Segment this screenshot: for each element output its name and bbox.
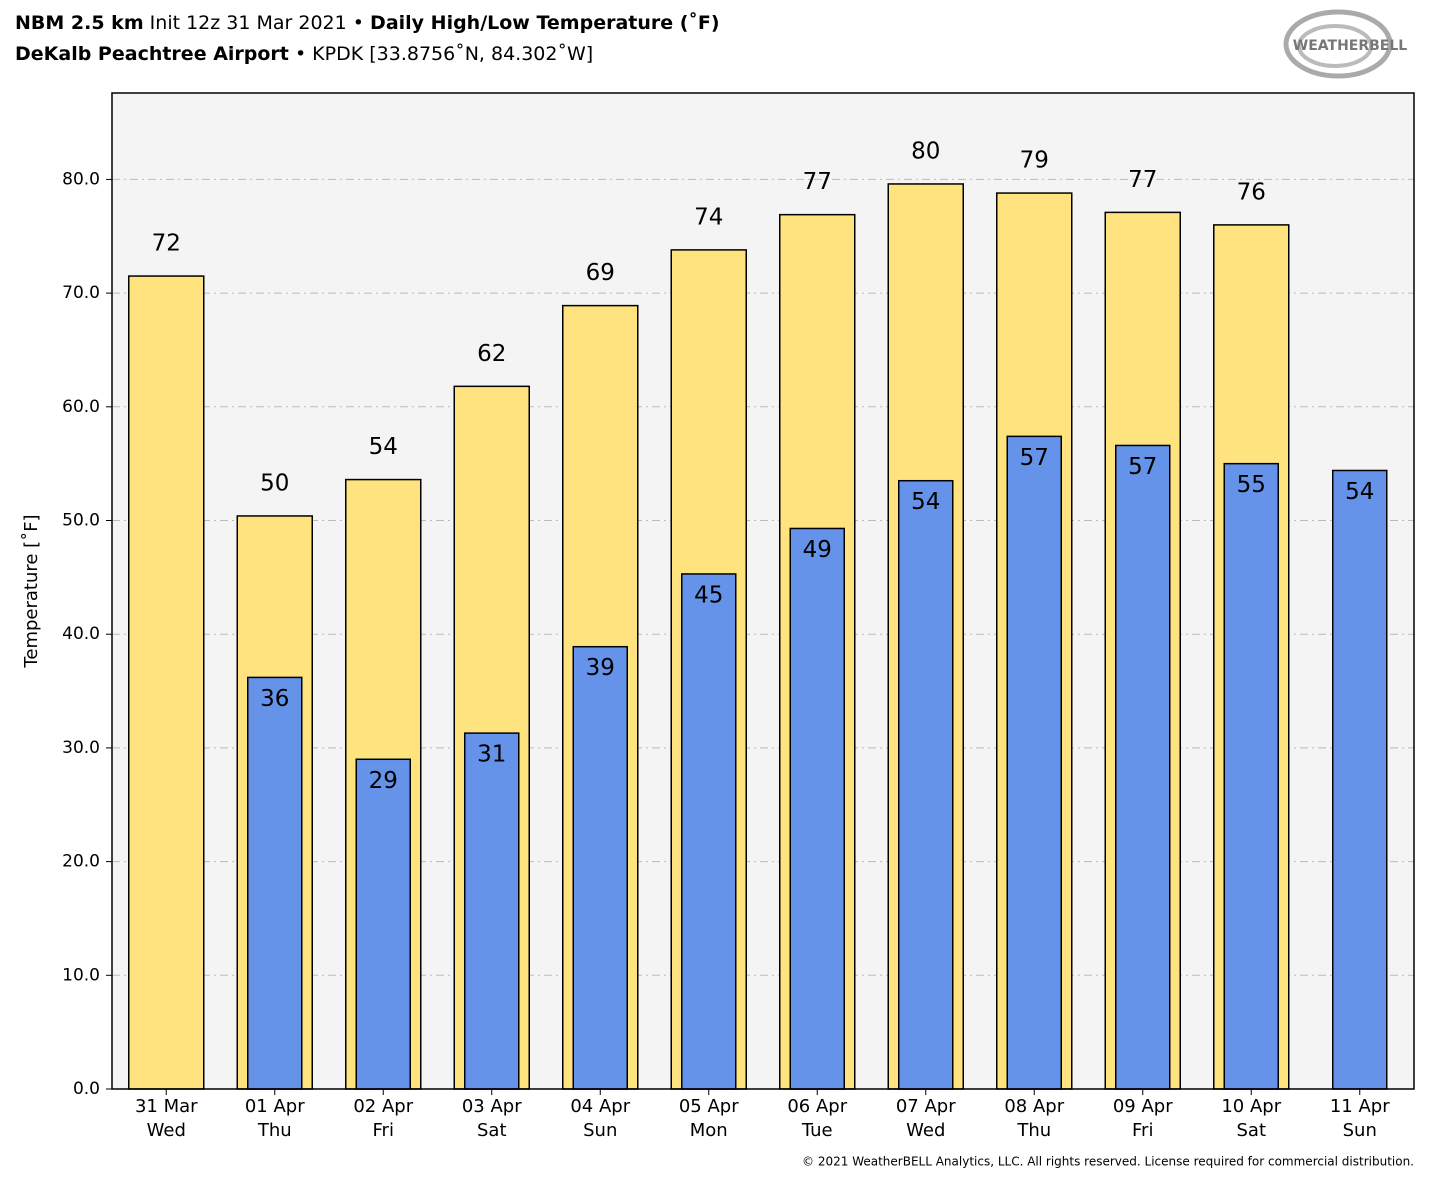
y-tick-label: 30.0 (62, 738, 100, 758)
x-tick-label: 01 Apr (245, 1096, 305, 1117)
bar (247, 676, 303, 1090)
x-tick-weekday: Sat (1236, 1120, 1266, 1141)
value-label: 54 (911, 489, 940, 515)
x-tick-label: 02 Apr (353, 1096, 413, 1117)
x-tick-weekday: Fri (1132, 1120, 1153, 1141)
y-tick-label: 60.0 (62, 397, 100, 417)
logo-text: WEATHERBELL (1293, 38, 1408, 54)
value-label: 77 (803, 169, 832, 195)
x-tick-label: 07 Apr (896, 1096, 956, 1117)
value-label: 31 (477, 742, 506, 768)
init: Init 12z 31 Mar 2021 (149, 12, 347, 34)
value-label: 45 (694, 582, 723, 608)
bullet: • (352, 12, 364, 34)
x-tick-weekday: Fri (373, 1120, 394, 1141)
x-tick-weekday: Sun (583, 1120, 617, 1141)
x-tick-label: 10 Apr (1221, 1096, 1281, 1117)
station: DeKalb Peachtree Airport (15, 43, 289, 65)
logo-swirl (1283, 9, 1393, 79)
y-tick-label: 70.0 (62, 283, 100, 303)
x-tick-weekday: Sat (477, 1120, 507, 1141)
value-label: 50 (260, 470, 289, 496)
bar (464, 732, 520, 1090)
x-tick-label: 31 Mar (135, 1096, 198, 1117)
value-label: 79 (1020, 148, 1049, 174)
x-tick-label: 03 Apr (462, 1096, 522, 1117)
value-label: 55 (1237, 472, 1266, 498)
y-axis-label: Temperature [˚F] (21, 514, 42, 668)
bar (1115, 444, 1171, 1090)
x-tick-weekday: Wed (147, 1120, 186, 1141)
value-label: 57 (1128, 454, 1157, 480)
x-tick-weekday: Mon (690, 1120, 728, 1141)
x-tick-weekday: Thu (257, 1120, 292, 1141)
value-label: 39 (586, 655, 615, 681)
y-tick-label: 50.0 (62, 511, 100, 531)
value-label: 57 (1020, 445, 1049, 471)
bar (1332, 469, 1388, 1090)
value-label: 29 (369, 768, 398, 794)
logo: WEATHERBELL (1283, 9, 1408, 79)
x-tick-weekday: Sun (1343, 1120, 1377, 1141)
bar (355, 758, 411, 1090)
x-tick-label: 09 Apr (1113, 1096, 1173, 1117)
title-line: NBM 2.5 km Init 12z 31 Mar 2021 • Daily … (15, 8, 720, 39)
y-tick-label: 20.0 (62, 852, 100, 872)
value-label: 72 (152, 231, 181, 257)
y-tick-label: 10.0 (62, 965, 100, 985)
model: NBM 2.5 km (15, 12, 144, 34)
bar (681, 573, 737, 1090)
value-label: 62 (477, 341, 506, 367)
value-label: 54 (369, 434, 398, 460)
bar (1223, 462, 1279, 1090)
footer: © 2021 WeatherBELL Analytics, LLC. All r… (802, 1155, 1414, 1169)
x-tick-weekday: Wed (906, 1120, 945, 1141)
x-tick-weekday: Thu (1016, 1120, 1051, 1141)
logo-swirl (1297, 24, 1373, 68)
plot-area (112, 93, 1414, 1089)
bar (128, 275, 205, 1090)
x-tick-label: 06 Apr (787, 1096, 847, 1117)
plot-frame (111, 92, 1415, 1090)
bars: 72 50 54 62 69 74 77 80 79 77 76 36 29 31 39 45 49 54 57 57… (128, 138, 1388, 1090)
x-tick-label: 08 Apr (1004, 1096, 1064, 1117)
x-tick-label: 04 Apr (570, 1096, 630, 1117)
y-tick-label: 80.0 (62, 169, 100, 189)
x-tick-label: 05 Apr (679, 1096, 739, 1117)
header: NBM 2.5 km Init 12z 31 Mar 2021 • Daily … (15, 8, 720, 70)
bar (1006, 435, 1062, 1090)
x-tick-weekday: Tue (801, 1120, 833, 1141)
value-label: 74 (694, 204, 723, 230)
station-info: • KPDK [33.8756˚N, 84.302˚W] (294, 43, 594, 65)
value-label: 77 (1128, 167, 1157, 193)
value-label: 36 (260, 686, 289, 712)
bar (572, 645, 628, 1090)
bar (898, 479, 954, 1090)
value-label: 76 (1237, 179, 1266, 205)
x-tick-label: 11 Apr (1330, 1096, 1390, 1117)
y-tick-label: 0.0 (73, 1079, 100, 1099)
value-label: 69 (586, 260, 615, 286)
station-line: DeKalb Peachtree Airport • KPDK [33.8756… (15, 39, 720, 70)
value-label: 54 (1345, 479, 1374, 505)
bar (789, 527, 845, 1090)
value-label: 80 (911, 138, 940, 164)
title: Daily High/Low Temperature (˚F) (370, 12, 720, 34)
y-tick-label: 40.0 (62, 624, 100, 644)
value-label: 49 (803, 537, 832, 563)
